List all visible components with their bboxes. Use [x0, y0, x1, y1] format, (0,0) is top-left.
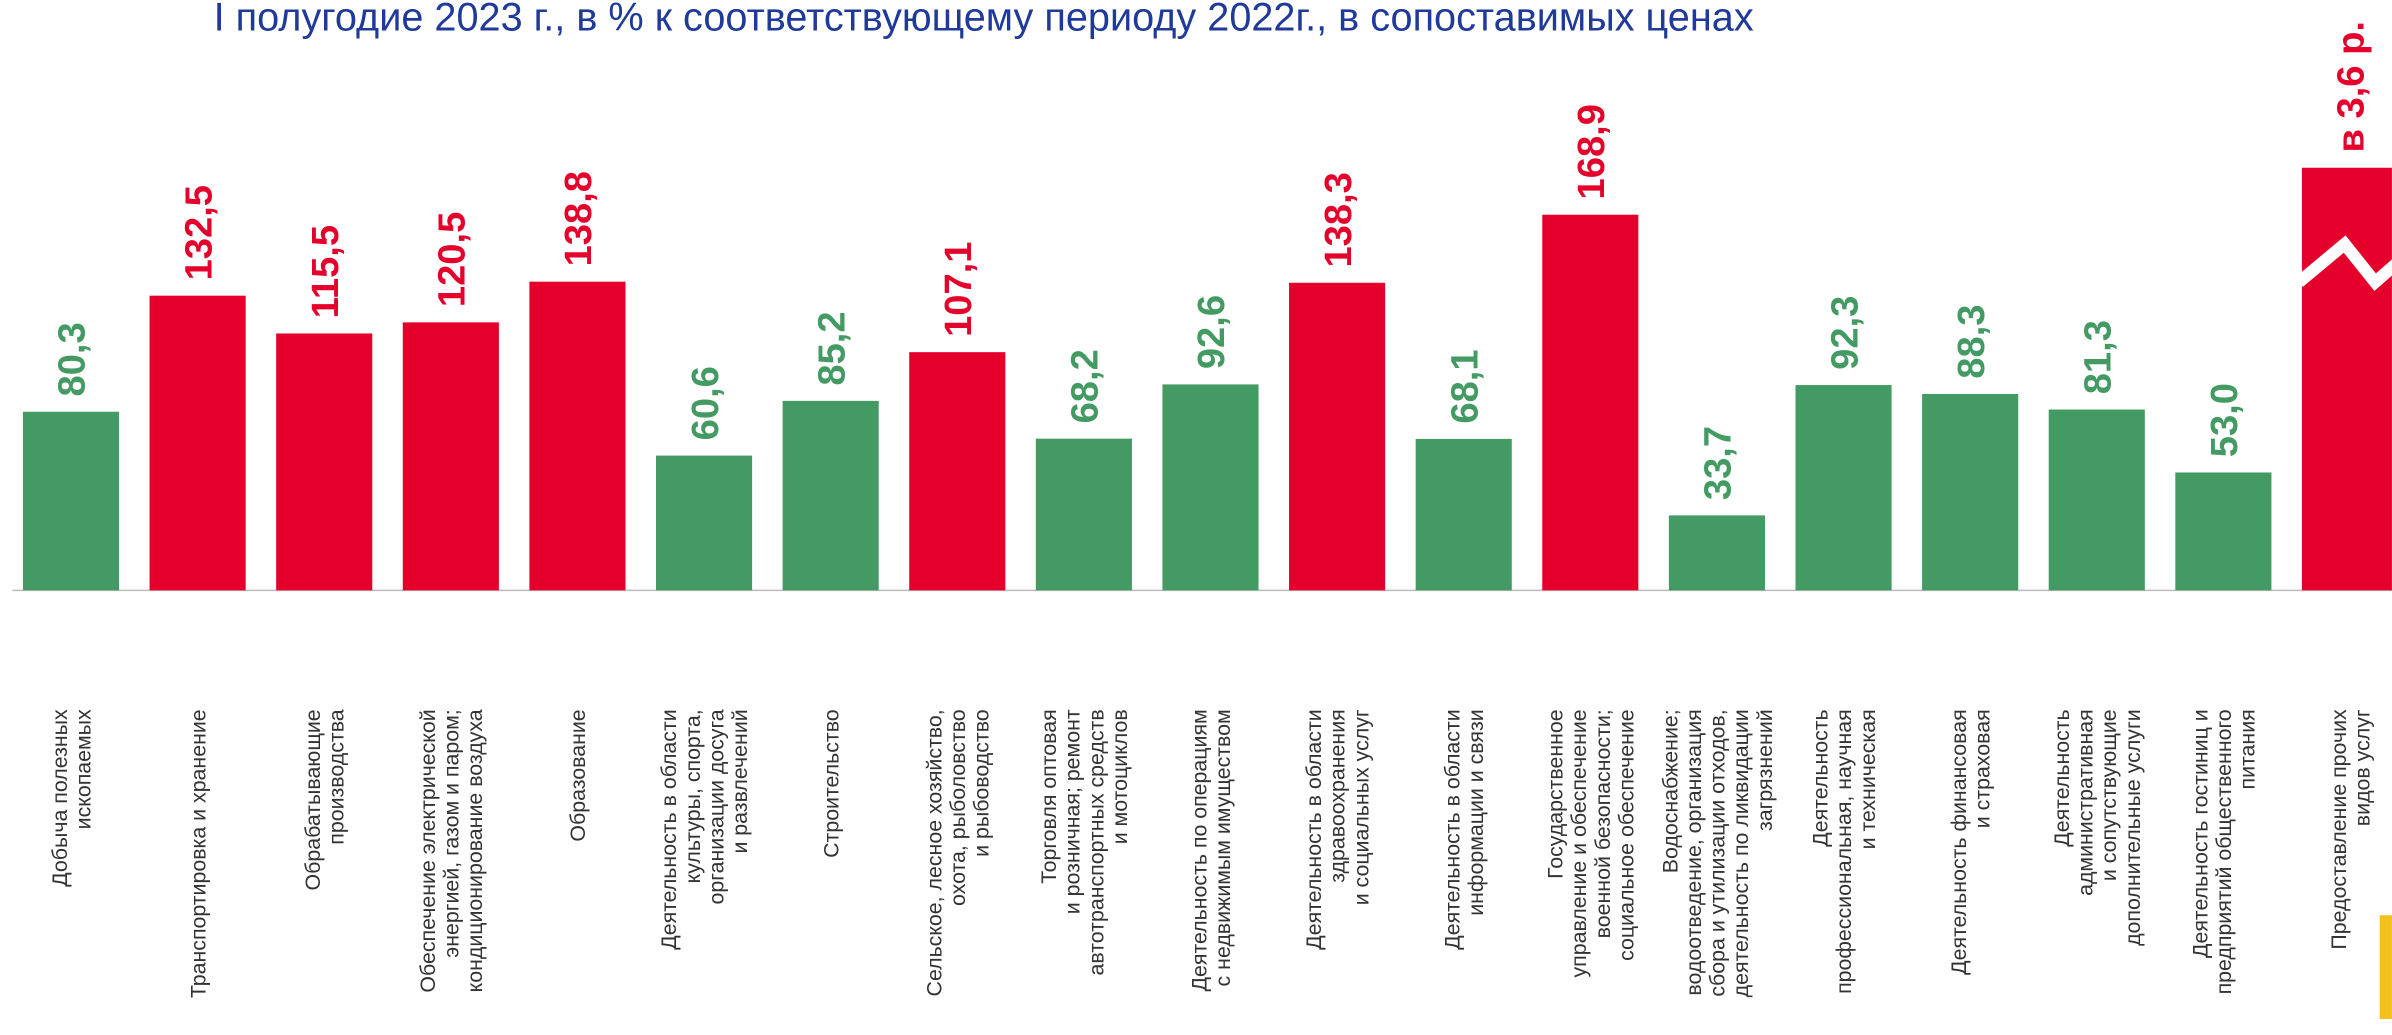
value-label: 132,5 — [177, 185, 220, 280]
value-label: 138,3 — [1317, 172, 1360, 267]
category-label: Деятельность финансоваяи страховая — [1947, 709, 1995, 975]
bar — [1162, 384, 1259, 591]
bar — [1795, 385, 1892, 591]
category-label: Обрабатывающиепроизводства — [301, 709, 349, 890]
category-label: Строительство — [819, 709, 843, 858]
value-label: 115,5 — [304, 225, 347, 318]
category-label: Государственноеуправление и обеспечениев… — [1543, 709, 1638, 977]
category-label: Транспортировка и хранение — [186, 709, 210, 998]
category-label: Добыча полезныхископаемых — [48, 709, 96, 887]
bar — [1668, 515, 1765, 591]
category-label: Предоставление прочихвидов услуг — [2327, 709, 2375, 950]
category-label: Деятельностьпрофессиональная, научнаяи т… — [1809, 709, 1880, 994]
bar — [149, 295, 246, 591]
category-label: Водоснабжение;водоотведение, организация… — [1658, 709, 1777, 997]
axis-break — [2294, 235, 2392, 292]
category-label: Деятельность гостиниц ипредприятий общес… — [2188, 709, 2259, 994]
bar — [2048, 409, 2145, 591]
category-label: Деятельностьадминистративнаяи сопутствую… — [2050, 709, 2145, 946]
value-label: 168,9 — [1570, 104, 1613, 199]
bar — [782, 400, 879, 591]
bar — [1289, 282, 1386, 591]
plot-area — [22, 167, 2392, 591]
bar — [1035, 438, 1132, 591]
value-label: 88,3 — [1950, 305, 1993, 379]
bar — [1415, 438, 1512, 591]
value-label: 107,1 — [937, 241, 980, 336]
value-label: 85,2 — [810, 311, 853, 385]
category-label: Деятельность в областикультуры, спорта,о… — [657, 709, 752, 950]
bar — [656, 455, 753, 591]
value-label: 81,3 — [2076, 320, 2119, 394]
value-label: 68,2 — [1064, 349, 1107, 423]
value-label: в 3,6 р. — [2330, 21, 2373, 153]
category-label: Обеспечение электрическойэнергией, газом… — [416, 709, 487, 992]
bar — [1542, 214, 1639, 591]
value-label: 33,7 — [1697, 426, 1740, 500]
value-label: 92,6 — [1190, 295, 1233, 369]
chart-title: I полугодие 2023 г., в % к соответствующ… — [214, 0, 1754, 40]
category-label: Деятельность в областиинформации и связи — [1441, 709, 1489, 949]
value-label: 92,3 — [1823, 296, 1866, 370]
value-label: 80,3 — [51, 322, 94, 396]
bar — [276, 333, 373, 591]
value-label: 138,8 — [557, 171, 600, 266]
decor — [2379, 915, 2392, 1019]
category-label: Сельское, лесное хозяйство,охота, рыболо… — [922, 709, 993, 996]
category-label: Деятельность в областиздравоохраненияи с… — [1302, 709, 1373, 950]
value-label: 53,0 — [2203, 383, 2246, 457]
category-label: Деятельность по операциямс недвижимым им… — [1187, 709, 1235, 991]
value-label: 120,5 — [431, 212, 474, 307]
bar — [402, 322, 499, 591]
bar — [909, 352, 1006, 591]
bar — [2175, 472, 2272, 591]
value-label: 68,1 — [1443, 349, 1486, 423]
value-label: 60,6 — [684, 366, 727, 440]
category-label: Образование — [566, 709, 590, 841]
bar — [1922, 393, 2019, 591]
bar — [529, 281, 626, 591]
bar — [22, 411, 120, 591]
category-label: Торговля оптоваяи розничная; ремонтавтот… — [1037, 709, 1132, 975]
